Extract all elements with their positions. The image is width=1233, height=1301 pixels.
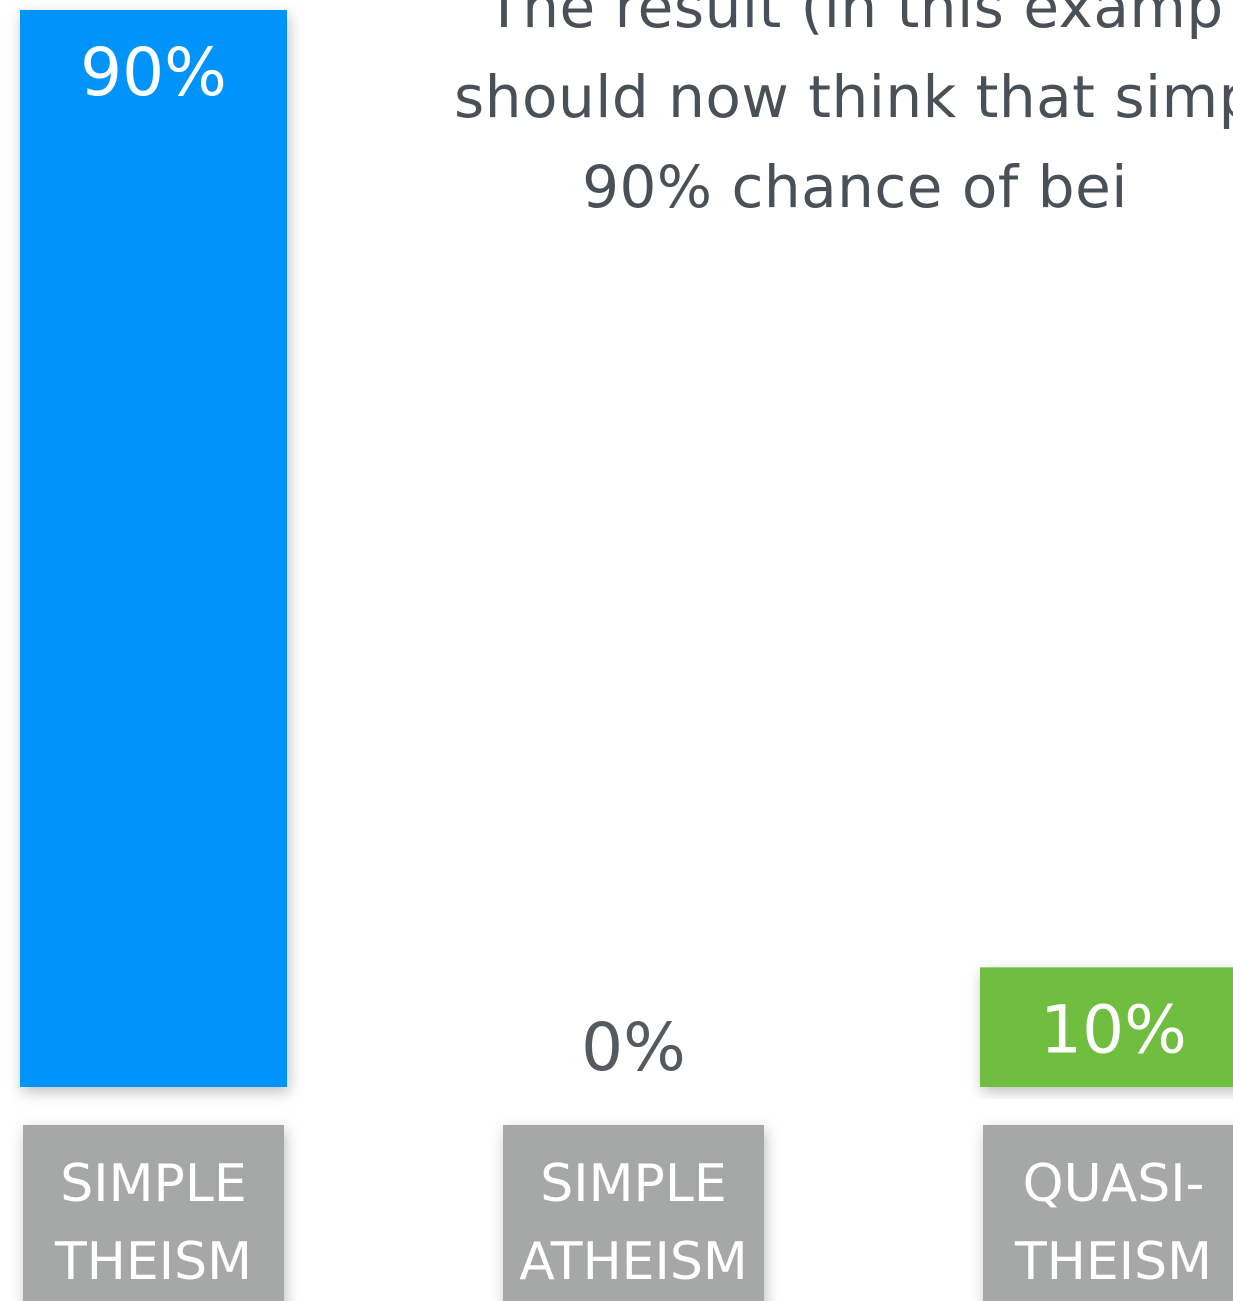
category-label: SIMPLE	[60, 1154, 246, 1214]
category-label-box	[503, 1125, 764, 1301]
category-label-box	[23, 1125, 284, 1301]
category-label: THEISM	[54, 1232, 252, 1292]
caption-line: should now think that simp	[454, 63, 1233, 131]
bar	[980, 967, 1233, 1087]
category-label-box	[983, 1125, 1233, 1301]
bar-value-label: 90%	[80, 34, 227, 111]
caption-line: The result (in this examp	[486, 0, 1224, 41]
caption-line: 90% chance of bei	[582, 153, 1128, 221]
bar	[20, 10, 287, 1087]
category-label: SIMPLE	[540, 1154, 726, 1214]
category-label: QUASI-	[1023, 1154, 1205, 1214]
caption-text: The result (in this examp should now thi…	[330, 0, 1233, 232]
category-label: ATHEISM	[519, 1232, 747, 1292]
category-label: THEISM	[1014, 1232, 1212, 1292]
bar-value-label: 0%	[581, 1009, 686, 1086]
bar-value-label: 10%	[1040, 991, 1187, 1068]
